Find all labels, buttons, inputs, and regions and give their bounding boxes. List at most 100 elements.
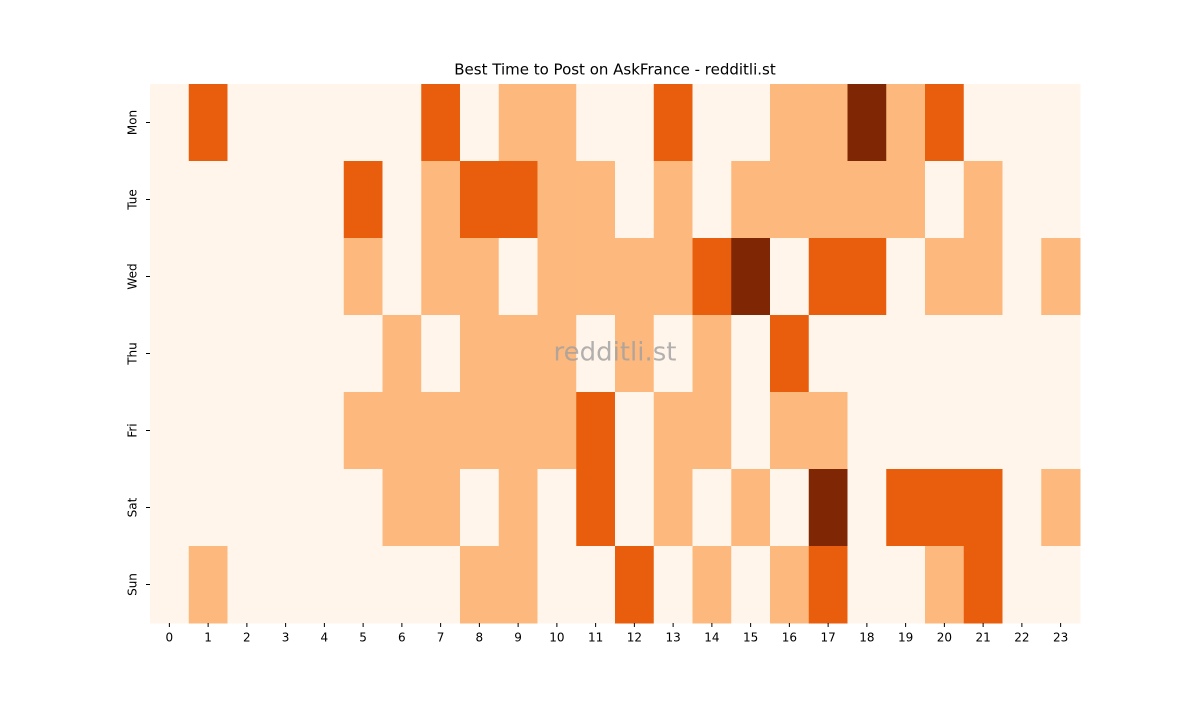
heat-cell bbox=[305, 392, 345, 470]
x-tick-label: 3 bbox=[282, 631, 290, 645]
heat-cell bbox=[653, 546, 693, 624]
watermark: redditli.st bbox=[554, 338, 677, 368]
heat-cell bbox=[808, 315, 848, 393]
heat-cell bbox=[188, 315, 228, 393]
heat-cell bbox=[188, 392, 228, 470]
heat-cell bbox=[227, 161, 267, 239]
heat-cell bbox=[963, 315, 1003, 393]
heat-cell bbox=[537, 469, 577, 547]
x-tick-label: 20 bbox=[937, 631, 952, 645]
heat-cell bbox=[343, 469, 383, 547]
heat-cell bbox=[460, 238, 500, 316]
x-tick-label: 23 bbox=[1053, 631, 1068, 645]
heat-cell bbox=[498, 469, 538, 547]
heat-cell bbox=[886, 546, 926, 624]
x-tick-label: 18 bbox=[859, 631, 874, 645]
y-tick-label: Fri bbox=[126, 423, 140, 437]
heat-cell bbox=[188, 546, 228, 624]
heat-cell bbox=[963, 392, 1003, 470]
heat-cell bbox=[1002, 546, 1042, 624]
heat-cell bbox=[615, 315, 655, 393]
heat-cell bbox=[266, 469, 306, 547]
heat-cell bbox=[460, 84, 500, 162]
heat-cell bbox=[615, 238, 655, 316]
heat-cell bbox=[576, 238, 616, 316]
heat-cell bbox=[615, 84, 655, 162]
heat-cell bbox=[1002, 84, 1042, 162]
heat-cell bbox=[150, 315, 190, 393]
heat-cell bbox=[847, 84, 887, 162]
heat-cell bbox=[576, 392, 616, 470]
heat-cell bbox=[421, 238, 461, 316]
heat-cell bbox=[266, 84, 306, 162]
heat-cell bbox=[731, 392, 771, 470]
heat-cell bbox=[692, 238, 732, 316]
y-tick-label: Wed bbox=[126, 263, 140, 289]
heat-cell bbox=[886, 161, 926, 239]
heat-cell bbox=[692, 84, 732, 162]
heat-cell bbox=[537, 315, 577, 393]
heat-cell bbox=[925, 84, 965, 162]
heat-cell bbox=[343, 315, 383, 393]
heat-cell bbox=[460, 469, 500, 547]
heat-cell bbox=[421, 315, 461, 393]
heat-cell bbox=[886, 238, 926, 316]
heat-cell bbox=[847, 469, 887, 547]
heat-cell bbox=[963, 84, 1003, 162]
heat-cell bbox=[382, 469, 422, 547]
heat-cell bbox=[382, 238, 422, 316]
heat-cell bbox=[1041, 315, 1081, 393]
x-tick-label: 15 bbox=[743, 631, 758, 645]
x-tick-label: 2 bbox=[243, 631, 251, 645]
heat-cell bbox=[150, 161, 190, 239]
x-tick-label: 5 bbox=[359, 631, 367, 645]
heat-cell bbox=[808, 469, 848, 547]
heat-cell bbox=[227, 546, 267, 624]
heat-cell bbox=[925, 161, 965, 239]
heat-cell bbox=[150, 546, 190, 624]
heat-cell bbox=[808, 546, 848, 624]
heat-cell bbox=[150, 392, 190, 470]
heat-cell bbox=[1002, 392, 1042, 470]
heat-cell bbox=[653, 315, 693, 393]
heat-cell bbox=[460, 315, 500, 393]
heat-cell bbox=[731, 161, 771, 239]
x-tick-label: 10 bbox=[549, 631, 564, 645]
heat-cell bbox=[537, 238, 577, 316]
heat-cell bbox=[460, 392, 500, 470]
heat-cell bbox=[731, 238, 771, 316]
x-tick-label: 17 bbox=[820, 631, 835, 645]
chart-title: Best Time to Post on AskFrance - redditl… bbox=[454, 61, 776, 79]
heat-cell bbox=[188, 469, 228, 547]
heat-cell bbox=[847, 315, 887, 393]
heat-cell bbox=[653, 469, 693, 547]
heat-cell bbox=[1002, 161, 1042, 239]
heat-cell bbox=[266, 315, 306, 393]
heat-cell bbox=[266, 546, 306, 624]
heat-cell bbox=[925, 392, 965, 470]
x-tick-label: 19 bbox=[898, 631, 913, 645]
heat-cell bbox=[343, 161, 383, 239]
heat-cell bbox=[227, 315, 267, 393]
y-tick-label: Sun bbox=[126, 573, 140, 596]
x-tick-label: 13 bbox=[665, 631, 680, 645]
x-tick-label: 9 bbox=[514, 631, 522, 645]
heat-cell bbox=[498, 315, 538, 393]
heat-cell bbox=[808, 238, 848, 316]
heat-cell bbox=[692, 161, 732, 239]
heat-cell bbox=[266, 392, 306, 470]
heat-cell bbox=[847, 161, 887, 239]
heat-cell bbox=[305, 469, 345, 547]
heat-cell bbox=[537, 84, 577, 162]
heat-cell bbox=[343, 546, 383, 624]
heat-cell bbox=[537, 546, 577, 624]
heat-cell bbox=[382, 315, 422, 393]
heat-cell bbox=[150, 238, 190, 316]
heat-cell bbox=[343, 392, 383, 470]
heat-cell bbox=[925, 238, 965, 316]
heat-cell bbox=[227, 238, 267, 316]
heat-cell bbox=[150, 469, 190, 547]
heat-cell bbox=[498, 392, 538, 470]
x-tick-label: 14 bbox=[704, 631, 719, 645]
y-tick-label: Thu bbox=[126, 342, 140, 366]
